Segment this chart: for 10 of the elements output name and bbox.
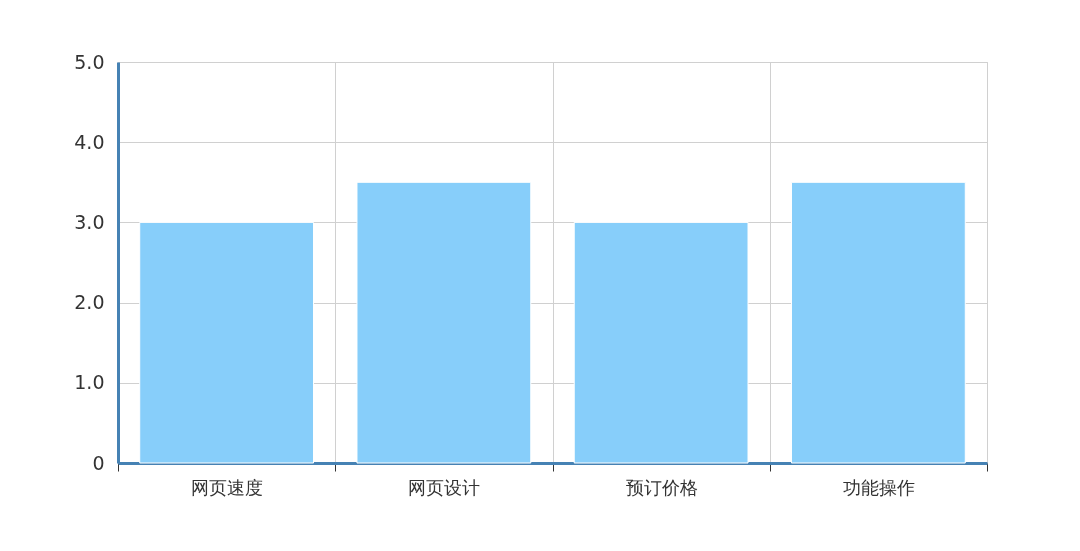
- y-tick-label: 2.0: [74, 291, 105, 314]
- y-tick-label: 0: [92, 451, 105, 474]
- x-tick-label: 功能操作: [842, 476, 915, 498]
- x-tick-label: 预订价格: [625, 476, 698, 498]
- y-tick-label: 4.0: [74, 130, 105, 153]
- x-tick-label: 网页设计: [408, 476, 481, 498]
- y-tick-label: 5.0: [74, 50, 105, 73]
- y-tick-label: 1.0: [74, 371, 105, 394]
- x-tick-label: 网页速度: [191, 476, 264, 498]
- y-tick-label: 3.0: [74, 210, 105, 233]
